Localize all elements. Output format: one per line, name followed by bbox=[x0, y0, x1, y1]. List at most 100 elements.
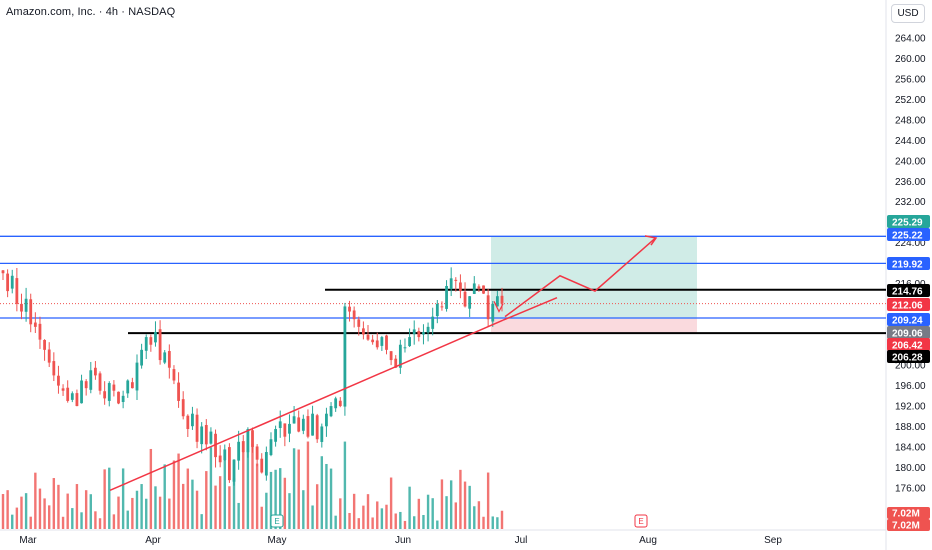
volume-bar bbox=[103, 469, 106, 529]
candle-body bbox=[495, 296, 499, 307]
candle-body bbox=[149, 337, 153, 345]
candle-body bbox=[66, 387, 70, 401]
volume-bar bbox=[1, 494, 5, 529]
candle-body bbox=[320, 426, 324, 442]
volume-bar bbox=[205, 471, 208, 529]
earnings-event-icon[interactable]: E bbox=[270, 514, 284, 528]
trend-line[interactable] bbox=[109, 319, 504, 492]
candle-body bbox=[288, 423, 291, 434]
x-tick-label: Sep bbox=[764, 535, 782, 546]
price-tag-label: 225.22 bbox=[892, 231, 923, 242]
y-tick-label: 248.00 bbox=[895, 115, 926, 126]
volume-bar bbox=[200, 514, 203, 529]
earnings-event-icon[interactable]: E bbox=[634, 514, 648, 528]
candle-body bbox=[163, 352, 167, 363]
candle-body bbox=[426, 326, 430, 333]
volume-bar bbox=[251, 443, 254, 529]
candle-body bbox=[435, 303, 439, 317]
candle-body bbox=[292, 416, 296, 424]
currency-button[interactable]: USD bbox=[891, 4, 925, 23]
event-label: E bbox=[638, 517, 643, 526]
candle-body bbox=[61, 388, 65, 391]
candle-body bbox=[94, 367, 97, 376]
volume-bar bbox=[181, 483, 185, 529]
price-tag-label: 214.76 bbox=[892, 287, 923, 298]
y-tick-label: 256.00 bbox=[895, 75, 926, 86]
candle-body bbox=[107, 383, 111, 401]
candle-body bbox=[47, 349, 51, 363]
y-tick-label: 240.00 bbox=[895, 156, 926, 167]
volume-bar bbox=[135, 490, 139, 529]
candle-body bbox=[394, 358, 398, 368]
volume-bar bbox=[6, 490, 9, 529]
candle-body bbox=[477, 286, 481, 289]
volume-bar bbox=[459, 469, 462, 529]
candle-body bbox=[366, 334, 370, 340]
candle-body bbox=[459, 282, 462, 292]
candle-body bbox=[278, 421, 282, 428]
y-tick-label: 260.00 bbox=[895, 54, 926, 65]
volume-bar bbox=[389, 477, 393, 529]
candle-body bbox=[338, 400, 342, 407]
projection-path[interactable] bbox=[504, 237, 656, 318]
candle-body bbox=[52, 361, 56, 376]
candle-body bbox=[80, 380, 83, 404]
volume-bar bbox=[362, 505, 365, 529]
candle-body bbox=[126, 380, 130, 394]
candle-body bbox=[343, 306, 347, 407]
volume-bar bbox=[11, 514, 14, 529]
candle-body bbox=[260, 458, 264, 473]
candle-body bbox=[398, 344, 402, 368]
candle-body bbox=[329, 406, 333, 417]
candle-body bbox=[255, 446, 259, 460]
profit-zone[interactable] bbox=[491, 235, 697, 319]
candle-body bbox=[500, 295, 504, 304]
volume-bar bbox=[500, 510, 504, 529]
y-tick-label: 176.00 bbox=[895, 483, 926, 494]
volume-tag-label: 7.02M bbox=[892, 521, 920, 532]
price-tag-label: 212.06 bbox=[892, 301, 923, 312]
candle-body bbox=[449, 278, 453, 290]
candle-body bbox=[334, 398, 338, 409]
candle-body bbox=[297, 417, 301, 432]
volume-bar bbox=[454, 502, 457, 529]
x-tick-label: Jun bbox=[395, 535, 411, 546]
volume-bar bbox=[482, 516, 485, 529]
volume-bar bbox=[431, 498, 434, 529]
y-tick-label: 200.00 bbox=[895, 361, 926, 372]
volume-bar bbox=[486, 472, 490, 529]
price-axis[interactable] bbox=[886, 0, 932, 550]
x-tick-label: May bbox=[268, 535, 287, 546]
volume-bar bbox=[168, 498, 171, 529]
volume-bar bbox=[34, 472, 37, 529]
y-tick-label: 192.00 bbox=[895, 402, 926, 413]
candle-body bbox=[181, 399, 185, 417]
candle-body bbox=[172, 369, 176, 381]
y-tick-label: 180.00 bbox=[895, 463, 926, 474]
volume-bar bbox=[228, 486, 231, 529]
candle-body bbox=[117, 391, 120, 404]
volume-bar bbox=[366, 494, 370, 529]
candle-body bbox=[440, 306, 444, 308]
volume-bar bbox=[496, 517, 499, 529]
projection-line[interactable] bbox=[502, 297, 558, 321]
candle-body bbox=[98, 373, 102, 391]
volume-bar bbox=[269, 471, 273, 529]
candle-body bbox=[472, 283, 476, 294]
candle-body bbox=[468, 296, 472, 309]
candle-body bbox=[57, 375, 60, 386]
candle-body bbox=[112, 384, 116, 391]
volume-bar bbox=[357, 518, 360, 529]
volume-bar bbox=[422, 515, 425, 529]
candle-body bbox=[223, 449, 227, 461]
price-tag-label: 225.29 bbox=[892, 218, 923, 229]
y-tick-label: 188.00 bbox=[895, 422, 926, 433]
candle-body bbox=[417, 331, 421, 338]
volume-bar bbox=[306, 441, 310, 529]
volume-bar bbox=[209, 447, 213, 529]
volume-bar bbox=[61, 516, 65, 529]
candle-body bbox=[348, 306, 351, 312]
candle-body bbox=[186, 415, 190, 430]
loss-zone[interactable] bbox=[491, 318, 697, 333]
